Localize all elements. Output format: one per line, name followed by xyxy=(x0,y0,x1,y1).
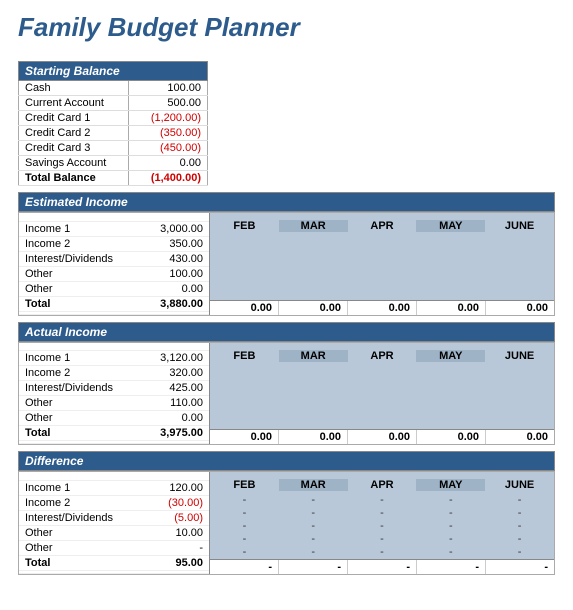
month-label: MAR xyxy=(279,220,348,232)
month-label: FEB xyxy=(210,350,279,362)
month-label: APR xyxy=(348,220,417,232)
month-total: 0.00 xyxy=(486,301,554,315)
month-label: MAY xyxy=(416,220,485,232)
month-label: JUNE xyxy=(485,220,554,232)
month-label: MAY xyxy=(416,479,485,491)
months-header: FEB MAR APR MAY JUNE xyxy=(210,479,554,491)
month-label: MAY xyxy=(416,350,485,362)
actual-income-block: Income 13,120.00 Income 2320.00 Interest… xyxy=(18,342,555,446)
month-total: 0.00 xyxy=(486,430,554,444)
row-label: Income 1 xyxy=(19,221,129,236)
month-total: 0.00 xyxy=(348,430,417,444)
row-value: 3,120.00 xyxy=(129,351,209,366)
month-label: MAR xyxy=(279,479,348,491)
row-label: Income 2 xyxy=(19,495,129,510)
row-value: 100.00 xyxy=(129,81,208,96)
row-value: 3,000.00 xyxy=(129,221,209,236)
row-label: Income 2 xyxy=(19,366,129,381)
row-label: Interest/Dividends xyxy=(19,251,129,266)
row-value: 350.00 xyxy=(129,236,209,251)
month-total: 0.00 xyxy=(417,430,486,444)
total-label: Total xyxy=(19,296,129,311)
row-value: - xyxy=(129,540,209,555)
row-label: Cash xyxy=(19,81,129,96)
month-totals-row: 0.00 0.00 0.00 0.00 0.00 xyxy=(210,300,554,315)
actual-income-header: Actual Income xyxy=(18,322,555,342)
month-label: JUNE xyxy=(485,479,554,491)
row-value: (1,200.00) xyxy=(129,111,208,126)
month-label: FEB xyxy=(210,220,279,232)
difference-header: Difference xyxy=(18,451,555,471)
row-label: Other xyxy=(19,281,129,296)
month-label: APR xyxy=(348,479,417,491)
row-label: Credit Card 3 xyxy=(19,141,129,156)
row-value: 0.00 xyxy=(129,281,209,296)
month-total: - xyxy=(279,560,348,574)
month-label: MAR xyxy=(279,350,348,362)
total-value: 95.00 xyxy=(129,555,209,570)
difference-block: Income 1120.00 Income 2(30.00) Interest/… xyxy=(18,471,555,575)
total-label: Total xyxy=(19,426,129,441)
month-total: 0.00 xyxy=(279,301,348,315)
row-value: (450.00) xyxy=(129,141,208,156)
row-value: 0.00 xyxy=(129,156,208,171)
month-totals-row: - - - - - xyxy=(210,559,554,574)
total-label: Total xyxy=(19,555,129,570)
row-label: Interest/Dividends xyxy=(19,381,129,396)
row-label: Current Account xyxy=(19,96,129,111)
month-total: - xyxy=(210,560,279,574)
total-value: 3,975.00 xyxy=(129,426,209,441)
month-total: - xyxy=(348,560,417,574)
row-label: Other xyxy=(19,411,129,426)
month-total: - xyxy=(417,560,486,574)
month-label: APR xyxy=(348,350,417,362)
row-value: (5.00) xyxy=(129,510,209,525)
row-value: 100.00 xyxy=(129,266,209,281)
row-label: Other xyxy=(19,525,129,540)
row-label: Interest/Dividends xyxy=(19,510,129,525)
month-total: 0.00 xyxy=(279,430,348,444)
row-value: 10.00 xyxy=(129,525,209,540)
row-value: 120.00 xyxy=(129,480,209,495)
month-total: 0.00 xyxy=(348,301,417,315)
row-label: Other xyxy=(19,266,129,281)
row-value: 425.00 xyxy=(129,381,209,396)
estimated-income-block: Income 13,000.00 Income 2350.00 Interest… xyxy=(18,212,555,316)
row-label: Credit Card 1 xyxy=(19,111,129,126)
row-value: 0.00 xyxy=(129,411,209,426)
row-label: Income 1 xyxy=(19,480,129,495)
row-value: 430.00 xyxy=(129,251,209,266)
month-label: JUNE xyxy=(485,350,554,362)
row-label: Savings Account xyxy=(19,156,129,171)
estimated-income-header: Estimated Income xyxy=(18,192,555,212)
months-header: FEB MAR APR MAY JUNE xyxy=(210,220,554,232)
row-value: (30.00) xyxy=(129,495,209,510)
row-value: 320.00 xyxy=(129,366,209,381)
months-header: FEB MAR APR MAY JUNE xyxy=(210,350,554,362)
month-label: FEB xyxy=(210,479,279,491)
row-label: Other xyxy=(19,540,129,555)
row-value: 110.00 xyxy=(129,396,209,411)
total-label: Total Balance xyxy=(19,171,129,186)
row-label: Income 2 xyxy=(19,236,129,251)
row-value: (350.00) xyxy=(129,126,208,141)
total-value: (1,400.00) xyxy=(129,171,208,186)
starting-balance-header: Starting Balance xyxy=(18,61,208,81)
month-totals-row: 0.00 0.00 0.00 0.00 0.00 xyxy=(210,429,554,444)
month-total: 0.00 xyxy=(210,301,279,315)
month-total: 0.00 xyxy=(417,301,486,315)
difference-dashes: ----- ----- ----- ----- ----- xyxy=(210,494,554,559)
starting-balance-table: Cash100.00 Current Account500.00 Credit … xyxy=(18,81,208,186)
row-value: 500.00 xyxy=(129,96,208,111)
row-label: Income 1 xyxy=(19,351,129,366)
total-value: 3,880.00 xyxy=(129,296,209,311)
month-total: - xyxy=(486,560,554,574)
row-label: Other xyxy=(19,396,129,411)
month-total: 0.00 xyxy=(210,430,279,444)
page-title: Family Budget Planner xyxy=(18,12,555,43)
row-label: Credit Card 2 xyxy=(19,126,129,141)
